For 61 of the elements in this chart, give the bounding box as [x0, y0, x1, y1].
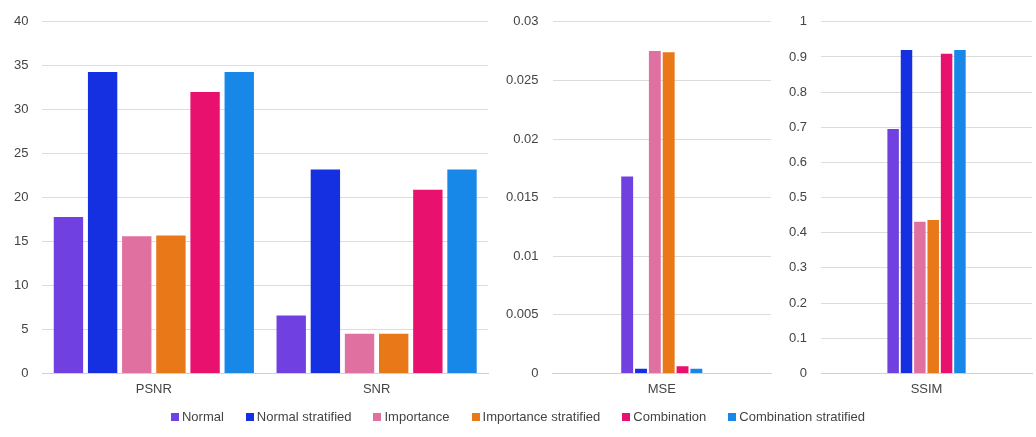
y-tick-label: 0.03: [513, 13, 539, 29]
legend-label: Normal stratified: [255, 409, 352, 424]
bar: [122, 236, 152, 373]
y-tick-label: 15: [13, 233, 29, 249]
bar: [310, 169, 341, 373]
y-tick-label: 0.3: [788, 259, 808, 275]
y-tick-label: 20: [13, 189, 29, 205]
y-tick-label: 0: [799, 364, 808, 380]
bar: [379, 333, 409, 373]
x-tick-label: SNR: [362, 380, 391, 396]
bar: [940, 53, 953, 373]
y-tick-label: 0: [531, 364, 539, 380]
legend-label: Importance stratified: [481, 409, 601, 424]
bar: [447, 169, 477, 373]
bar: [53, 216, 84, 373]
y-tick-label: 0.5: [788, 189, 808, 205]
y-tick-label: 1: [799, 13, 808, 29]
bar: [914, 221, 926, 373]
x-tick-label: SSIM: [910, 380, 943, 396]
y-tick-label: 40: [13, 13, 29, 29]
y-tick-label: 0.4: [788, 224, 808, 240]
y-tick-label: 0.01: [513, 247, 539, 263]
bar: [413, 189, 443, 373]
y-tick-label: 0.005: [505, 306, 539, 322]
bar: [690, 368, 703, 373]
y-tick-label: 0.2: [788, 294, 808, 310]
y-tick-label: 0.7: [788, 118, 808, 134]
bar: [676, 366, 689, 373]
bar: [648, 51, 661, 373]
bar: [954, 49, 966, 373]
y-tick-label: 35: [13, 57, 29, 73]
bar: [156, 235, 186, 373]
y-tick-label: 0.025: [505, 71, 539, 87]
y-tick-label: 0.02: [513, 130, 539, 146]
bar: [635, 368, 647, 373]
legend-label: Combination: [632, 409, 707, 424]
bar: [900, 49, 913, 373]
x-tick-label: MSE: [647, 380, 677, 396]
bar: [887, 129, 899, 373]
bar: [662, 52, 675, 373]
legend-label: Normal: [180, 409, 224, 424]
y-tick-label: 5: [21, 321, 29, 337]
y-tick-label: 0: [21, 364, 29, 380]
bar: [87, 71, 118, 373]
bar: [276, 315, 306, 373]
y-tick-label: 30: [13, 101, 29, 117]
bar: [344, 333, 375, 373]
bar: [224, 71, 254, 373]
legend-label: Combination stratified: [738, 409, 866, 424]
y-tick-label: 0.015: [505, 189, 539, 205]
y-tick-label: 0.6: [788, 154, 808, 170]
x-tick-label: PSNR: [135, 380, 172, 396]
bar: [927, 220, 939, 373]
y-tick-label: 0.8: [788, 83, 808, 99]
y-tick-label: 25: [13, 145, 29, 161]
bar: [621, 176, 634, 373]
y-tick-label: 0.1: [788, 329, 808, 345]
bar: [190, 92, 220, 373]
y-tick-label: 0.9: [788, 48, 808, 64]
legend-label: Importance: [383, 409, 450, 424]
y-tick-label: 10: [13, 277, 29, 293]
